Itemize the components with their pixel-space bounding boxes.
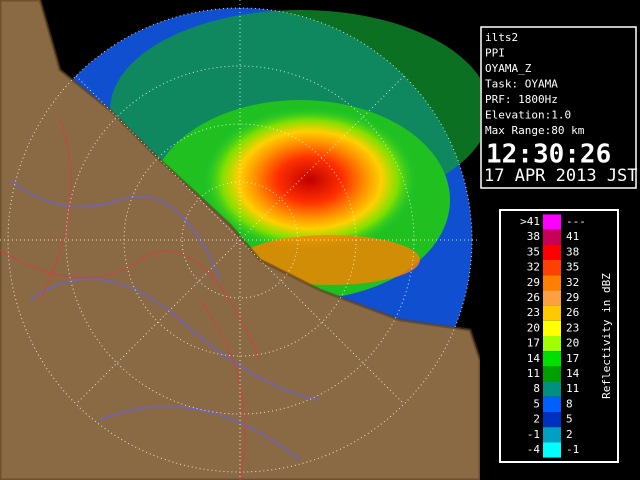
legend-high: 29 [566,291,579,304]
legend-low: 2 [533,413,540,426]
date: 17 APR 2013 JST [484,166,638,186]
legend-high: 41 [566,230,579,243]
legend-swatch [543,320,561,336]
legend-low: 29 [527,276,540,289]
legend-high: --- [566,215,586,228]
legend-low: 8 [533,382,540,395]
legend-low: -1 [527,428,540,441]
legend-high: -1 [566,443,579,456]
legend-title: Reflectivity in dBZ [600,273,613,399]
info-line: PPI [485,47,505,60]
info-line: Elevation:1.0 [485,109,571,122]
legend-high: 2 [566,428,573,441]
legend-low: 17 [527,337,540,350]
info-line: OYAMA_Z [485,62,532,75]
info-line: Max Range:80 km [485,124,585,137]
legend-swatch [543,351,561,367]
legend-high: 32 [566,276,579,289]
legend-high: 5 [566,413,573,426]
legend-high: 35 [566,261,579,274]
legend-high: 17 [566,352,579,365]
info-line: Task: OYAMA [485,78,558,91]
legend-swatch [543,244,561,260]
info-text: ilts2 PPI OYAMA_Z Task: OYAMA PRF: 1800Hz Ele… [485,31,585,137]
legend-swatch [543,412,561,428]
info-line: PRF: 1800Hz [485,93,558,106]
legend-high: 20 [566,337,579,350]
legend-high: 11 [566,382,579,395]
legend-swatch [543,427,561,443]
legend-low: 35 [527,245,540,258]
legend: >41 --- 38 41 35 38 32 35 29 32 26 29 23 26 20 23 17 20 14… [520,214,586,458]
legend-high: 14 [566,367,580,380]
legend-swatch [543,214,561,230]
info-box [480,26,637,189]
legend-low: 26 [527,291,540,304]
legend-swatch [543,336,561,352]
legend-swatch [543,229,561,245]
legend-low: -4 [527,443,541,456]
legend-swatch [543,275,561,291]
info-line: ilts2 [485,31,518,44]
legend-low: 14 [527,352,541,365]
legend-swatch [543,260,561,276]
legend-high: 8 [566,397,573,410]
legend-high: 26 [566,306,579,319]
legend-low: 11 [527,367,540,380]
range-rings [0,0,480,480]
legend-swatch [543,305,561,321]
legend-low: 32 [527,261,540,274]
legend-swatch [543,381,561,397]
legend-high: 23 [566,321,579,334]
radar-image [0,0,480,480]
legend-swatch [543,396,561,412]
legend-low: >41 [520,215,540,228]
legend-high: 38 [566,245,579,258]
legend-swatch [543,442,561,458]
time: 12:30:26 [486,140,611,170]
legend-low: 38 [527,230,540,243]
legend-low: 23 [527,306,540,319]
legend-low: 5 [533,397,540,410]
legend-swatch [543,290,561,306]
legend-low: 20 [527,321,540,334]
legend-swatch [543,366,561,382]
